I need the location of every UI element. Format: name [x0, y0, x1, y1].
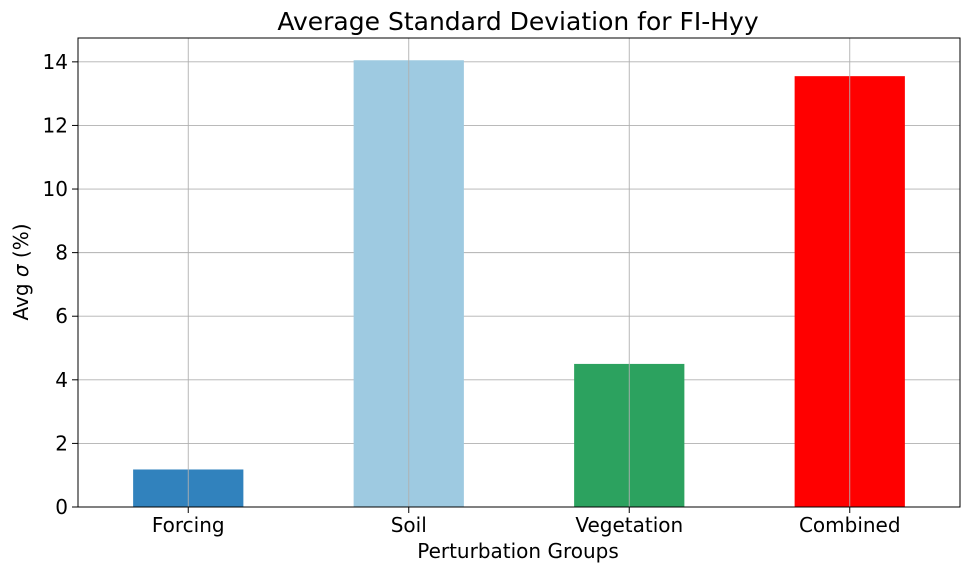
y-tick-label: 14 — [43, 50, 68, 74]
y-axis-label-symbol: σ — [9, 263, 33, 277]
y-tick-label: 4 — [55, 368, 68, 392]
x-axis-label: Perturbation Groups — [417, 539, 619, 563]
x-tick-label: Forcing — [152, 513, 225, 537]
y-tick-label: 2 — [55, 431, 68, 455]
y-tick-label: 8 — [55, 241, 68, 265]
y-tick-label: 0 — [55, 495, 68, 519]
y-tick-label: 10 — [43, 177, 68, 201]
y-axis-label-suffix: (%) — [9, 223, 33, 264]
y-axis: 0 2 4 6 8 10 12 14 — [43, 50, 78, 519]
plot-frame — [77, 37, 961, 508]
chart-title: Average Standard Deviation for FI-Hyy — [277, 7, 759, 36]
grid-layer — [78, 61, 960, 508]
grid-overlay — [187, 38, 851, 507]
x-axis: Forcing Soil Vegetation Combined — [152, 507, 901, 537]
x-tick-label: Soil — [391, 513, 427, 537]
x-tick-label: Combined — [799, 513, 901, 537]
y-axis-label-prefix: Avg — [9, 277, 33, 320]
bars-layer — [133, 60, 905, 507]
y-axis-label: Avg σ (%) — [9, 223, 33, 320]
x-tick-label: Vegetation — [575, 513, 683, 537]
y-tick-label: 12 — [43, 113, 68, 137]
y-tick-label: 6 — [55, 304, 68, 328]
